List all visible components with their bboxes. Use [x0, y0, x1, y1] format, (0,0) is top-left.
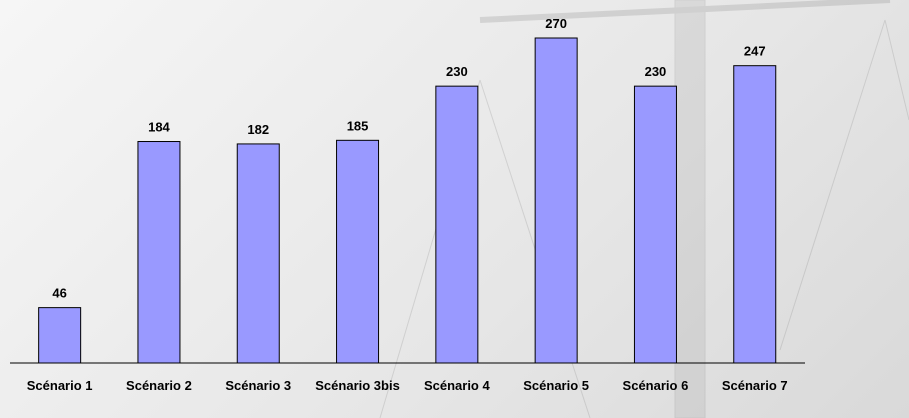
background-decoration	[379, 0, 909, 418]
x-tick-label: Scénario 5	[523, 378, 590, 393]
x-tick-label: Scénario 1	[26, 378, 93, 393]
bar	[236, 143, 280, 364]
data-label: 184	[148, 120, 170, 135]
bar	[336, 139, 380, 364]
bar	[534, 37, 578, 364]
x-tick-label: Scénario 2	[126, 378, 192, 393]
x-tick-label: Scénario 7	[721, 378, 788, 393]
data-label: 46	[52, 286, 66, 301]
bar	[38, 307, 82, 364]
bar	[137, 141, 181, 364]
data-label: 230	[446, 64, 468, 79]
x-tick-label: Scénario 4	[423, 378, 490, 393]
bar	[633, 85, 677, 364]
data-label: 185	[347, 118, 369, 133]
x-tick-label: Scénario 3	[225, 378, 292, 393]
data-label: 247	[744, 44, 766, 59]
x-tick-label: Scénario 6	[622, 378, 689, 393]
x-tick-label: Scénario 3bis	[315, 378, 400, 393]
data-label: 230	[645, 64, 667, 79]
data-label: 270	[545, 16, 567, 31]
data-label: 182	[247, 122, 269, 137]
bar	[435, 85, 479, 364]
bar	[733, 65, 777, 364]
